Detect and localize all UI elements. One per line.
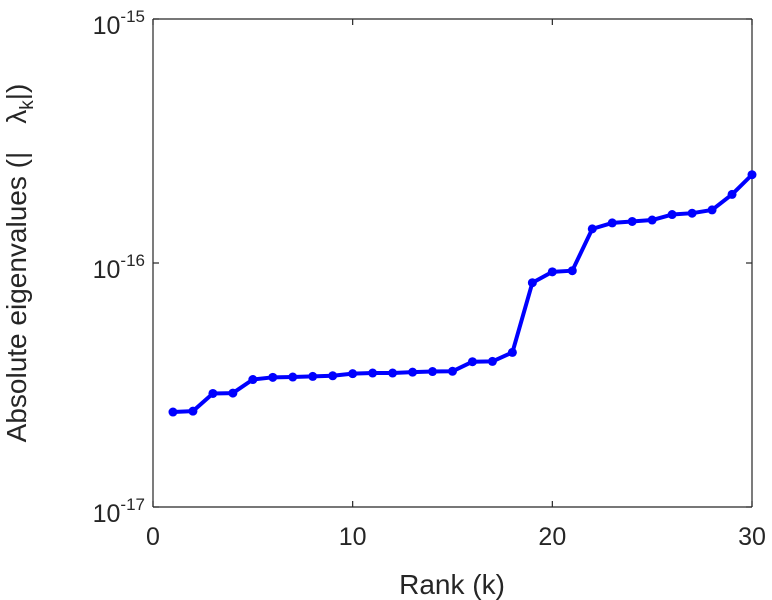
data-point: [208, 388, 218, 398]
data-point: [487, 356, 497, 366]
data-point: [567, 266, 577, 276]
data-point: [428, 367, 438, 377]
data-point: [248, 375, 258, 385]
x-tick-labels: 0 10 20 30: [146, 523, 766, 551]
y-tick-exponent: -16: [120, 251, 145, 270]
y-tick-label: 10-16: [93, 251, 145, 284]
y-tick-base: 10: [93, 500, 121, 528]
data-point: [348, 369, 358, 379]
data-point: [627, 216, 637, 226]
x-axis-label: Rank (k): [399, 569, 505, 600]
data-point: [527, 278, 537, 288]
tick-marks: [152, 18, 753, 508]
series-line: [172, 173, 754, 415]
data-point: [747, 170, 757, 180]
data-point: [188, 406, 198, 416]
y-tick-base: 10: [93, 12, 121, 40]
data-point: [667, 210, 677, 220]
data-point: [727, 189, 737, 199]
data-point: [547, 267, 557, 277]
data-point: [507, 347, 517, 357]
y-tick-label: 10-15: [93, 7, 145, 40]
x-tick-label: 30: [738, 523, 766, 551]
y-tick-base: 10: [93, 256, 121, 284]
x-tick-label: 10: [339, 523, 367, 551]
data-series: [168, 170, 757, 417]
data-point: [587, 224, 597, 234]
data-point: [308, 371, 318, 381]
data-point: [388, 368, 398, 378]
data-point: [448, 366, 457, 376]
data-point: [687, 208, 697, 218]
data-point: [268, 372, 278, 382]
data-point: [288, 372, 298, 382]
x-tick-label: 0: [146, 523, 160, 551]
data-point: [168, 407, 178, 417]
y-axis-label: Absolute eigenvalues (|λk|): [1, 84, 38, 443]
data-point: [368, 368, 378, 378]
data-point: [408, 367, 418, 377]
plot-area: [152, 18, 753, 508]
data-point: [607, 218, 617, 228]
data-point: [228, 388, 238, 398]
y-tick-exponent: -17: [120, 495, 145, 514]
data-point: [707, 205, 717, 215]
x-tick-label: 20: [538, 523, 566, 551]
data-point: [467, 357, 477, 367]
y-tick-exponent: -15: [120, 7, 145, 26]
data-point: [647, 215, 657, 225]
data-point: [328, 371, 338, 381]
y-tick-label: 10-17: [93, 495, 145, 528]
